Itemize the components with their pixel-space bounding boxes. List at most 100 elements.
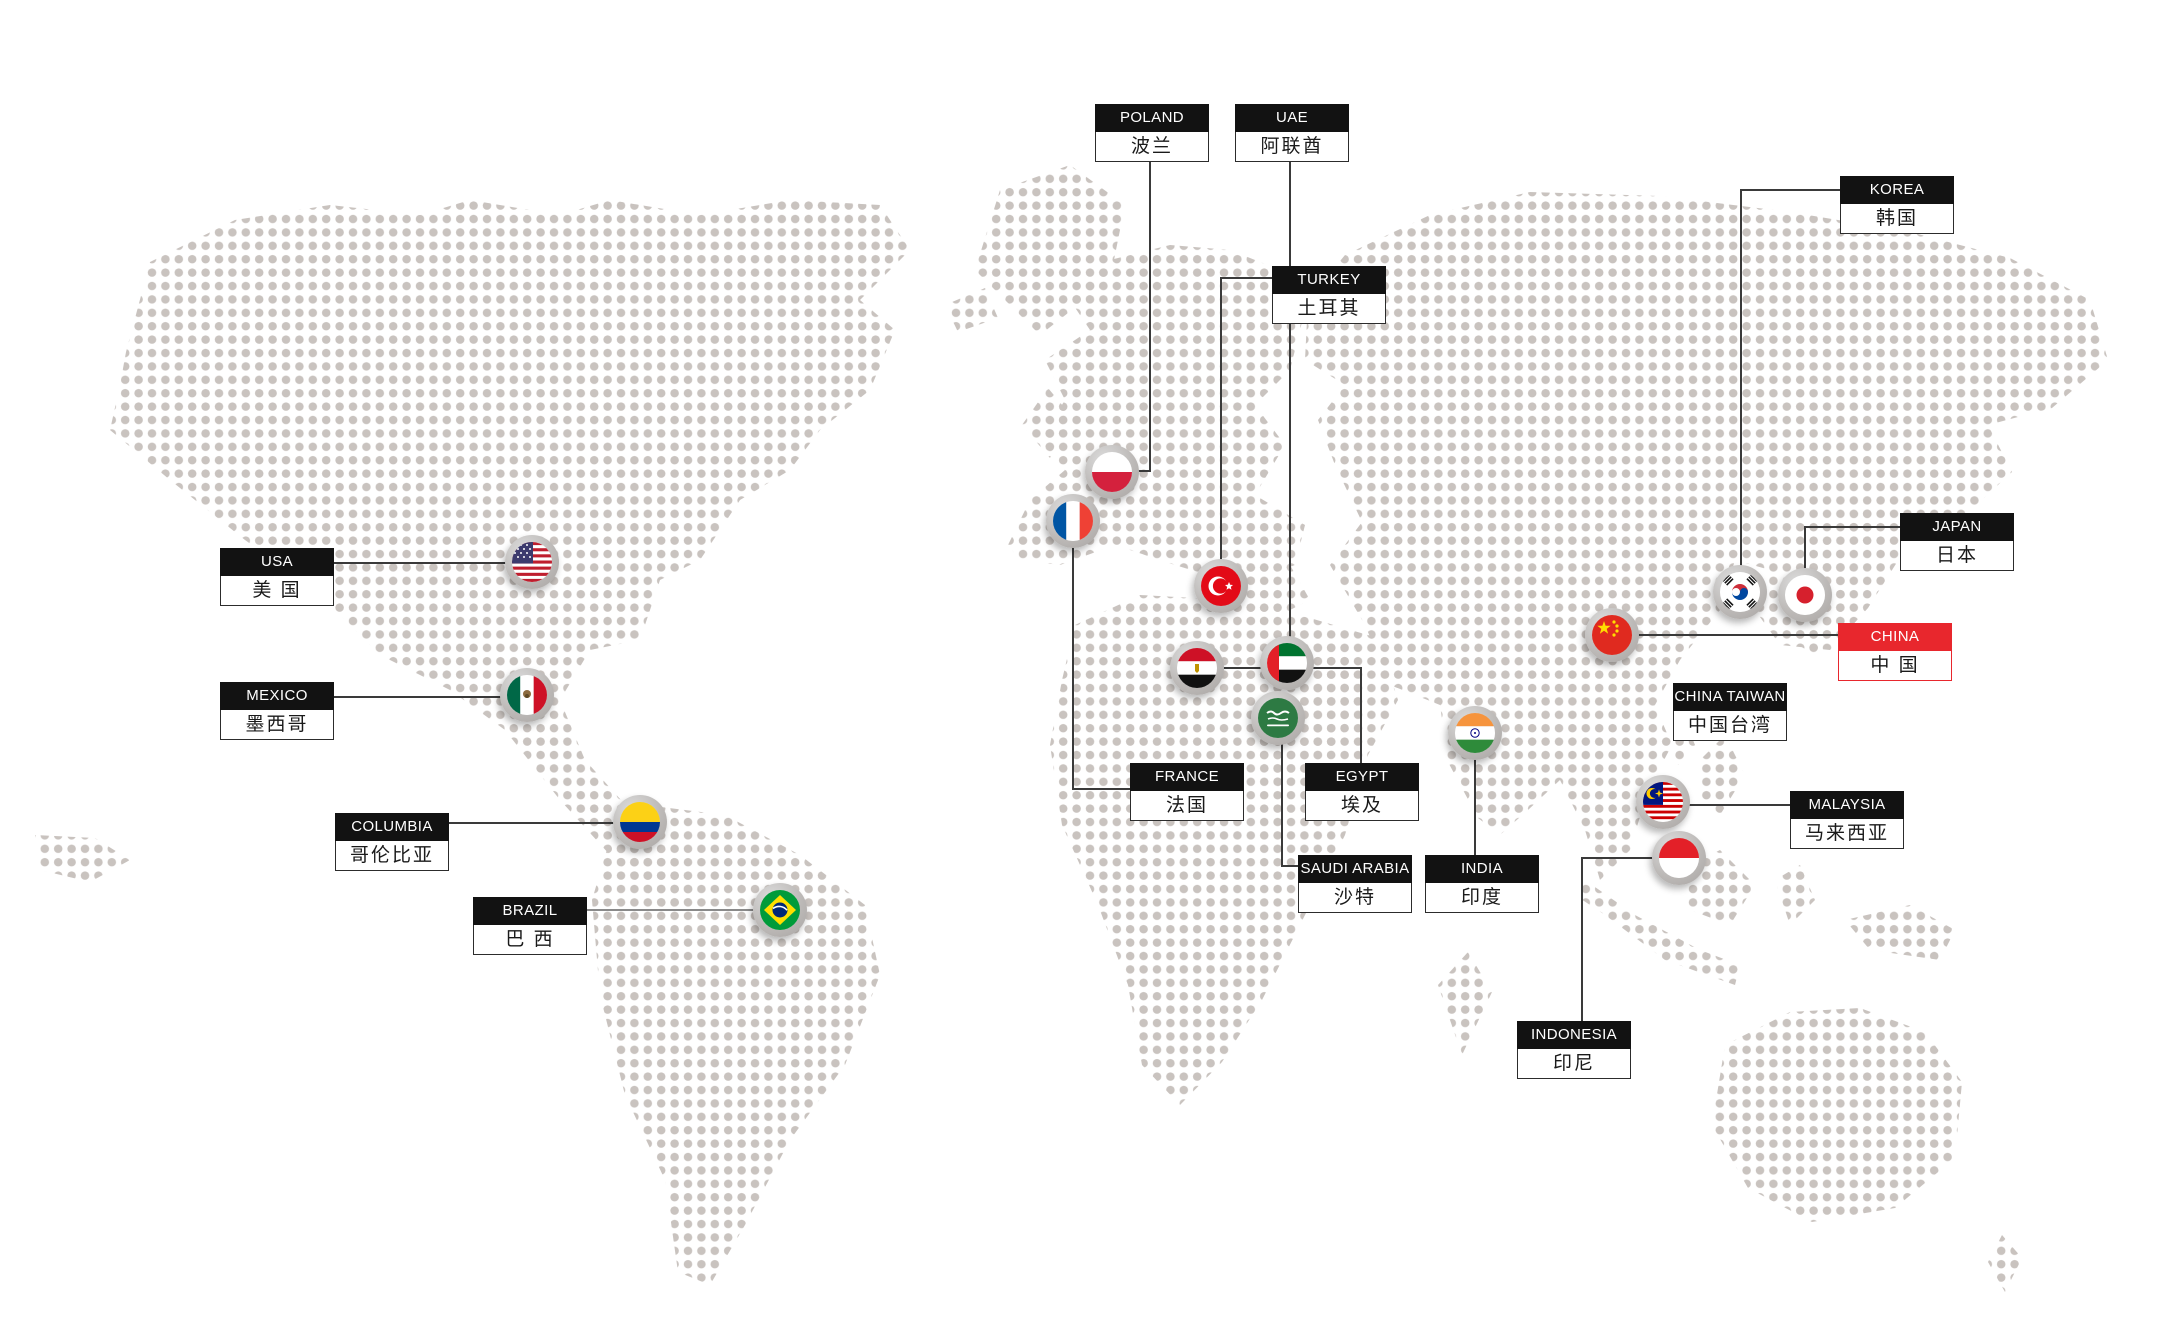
country-name-zh: 波兰	[1095, 132, 1209, 162]
connector-line-egypt	[1197, 667, 1362, 763]
connector-line-france	[1072, 545, 1130, 790]
korea-flag-icon	[1720, 572, 1760, 612]
connector-lines-layer	[334, 160, 1900, 1021]
country-name-en: KOREA	[1840, 176, 1954, 204]
continent-iceland	[945, 288, 998, 332]
continent-australia	[1712, 1008, 1962, 1222]
flag-pin-usa[interactable]	[505, 535, 559, 589]
country-name-zh: 墨西哥	[220, 710, 334, 740]
flag-pin-mexico[interactable]	[500, 668, 554, 722]
country-label-columbia[interactable]: COLUMBIA 哥伦比亚	[335, 813, 449, 871]
india-flag-icon	[1455, 713, 1495, 753]
columbia-flag-icon	[620, 802, 660, 842]
country-name-en: TURKEY	[1272, 266, 1386, 294]
country-label-brazil[interactable]: BRAZIL 巴 西	[473, 897, 587, 955]
country-name-zh: 阿联酋	[1235, 132, 1349, 162]
connector-line-indonesia	[1581, 857, 1679, 1021]
continent-philippines	[1700, 735, 1745, 815]
uae-flag-icon	[1267, 643, 1307, 683]
country-name-zh: 日本	[1900, 541, 2014, 571]
connector-line-turkey	[1220, 277, 1272, 586]
country-label-india[interactable]: INDIA 印度	[1425, 855, 1539, 913]
mexico-flag-icon	[507, 675, 547, 715]
france-flag-icon	[1053, 501, 1093, 541]
country-label-indonesia[interactable]: INDONESIA 印尼	[1517, 1021, 1631, 1079]
continent-south-america	[592, 805, 880, 1285]
continent-new-zealand	[1988, 1235, 2022, 1292]
country-name-zh: 美 国	[220, 576, 334, 606]
poland-flag-icon	[1092, 452, 1132, 492]
country-name-zh: 中国台湾	[1673, 711, 1787, 741]
country-name-zh: 土耳其	[1272, 294, 1386, 324]
country-name-en: MEXICO	[220, 682, 334, 710]
country-name-zh: 韩国	[1840, 204, 1954, 234]
country-label-china[interactable]: CHINA 中 国	[1838, 623, 1952, 681]
continent-hokkaido	[1845, 505, 1880, 545]
country-name-en: UAE	[1235, 104, 1349, 132]
flag-pin-china[interactable]	[1585, 608, 1639, 662]
country-label-china-taiwan[interactable]: CHINA TAIWAN 中国台湾	[1673, 683, 1787, 741]
country-name-zh: 沙特	[1298, 883, 1412, 913]
flag-pin-indonesia[interactable]	[1652, 831, 1706, 885]
flag-pin-saudi-arabia[interactable]	[1251, 691, 1305, 745]
country-name-en: USA	[220, 548, 334, 576]
flag-pin-japan[interactable]	[1778, 568, 1832, 622]
japan-flag-icon	[1785, 575, 1825, 615]
country-name-en: COLUMBIA	[335, 813, 449, 841]
flag-pin-turkey[interactable]	[1194, 559, 1248, 613]
flag-pin-egypt[interactable]	[1170, 641, 1224, 695]
country-name-zh: 巴 西	[473, 925, 587, 955]
flag-pin-france[interactable]	[1046, 494, 1100, 548]
flag-pin-korea[interactable]	[1713, 565, 1767, 619]
country-name-en: FRANCE	[1130, 763, 1244, 791]
country-name-zh: 印尼	[1517, 1049, 1631, 1079]
country-label-mexico[interactable]: MEXICO 墨西哥	[220, 682, 334, 740]
country-label-malaysia[interactable]: MALAYSIA 马来西亚	[1790, 791, 1904, 849]
country-label-usa[interactable]: USA 美 国	[220, 548, 334, 606]
country-label-france[interactable]: FRANCE 法国	[1130, 763, 1244, 821]
continent-sulawesi	[1775, 865, 1815, 925]
country-label-egypt[interactable]: EGYPT 埃及	[1305, 763, 1419, 821]
country-name-en: POLAND	[1095, 104, 1209, 132]
country-label-saudi-arabia[interactable]: SAUDI ARABIA 沙特	[1298, 855, 1412, 913]
flag-pin-brazil[interactable]	[753, 883, 807, 937]
connector-line-saudi-arabia	[1281, 740, 1298, 867]
flag-pin-malaysia[interactable]	[1636, 775, 1690, 829]
china-flag-icon	[1592, 615, 1632, 655]
country-name-en: SAUDI ARABIA	[1298, 855, 1412, 883]
country-label-poland[interactable]: POLAND 波兰	[1095, 104, 1209, 162]
country-label-uae[interactable]: UAE 阿联酋	[1235, 104, 1349, 162]
flag-pin-india[interactable]	[1448, 706, 1502, 760]
continent-sumatra-java	[1575, 880, 1740, 985]
country-name-zh: 埃及	[1305, 791, 1419, 821]
saudi-arabia-flag-icon	[1258, 698, 1298, 738]
country-name-en: INDIA	[1425, 855, 1539, 883]
country-name-en: CHINA	[1838, 623, 1952, 651]
turkey-flag-icon	[1201, 566, 1241, 606]
connector-line-korea	[1740, 189, 1840, 592]
country-label-japan[interactable]: JAPAN 日本	[1900, 513, 2014, 571]
continent-galapagos	[35, 835, 130, 882]
brazil-flag-icon	[760, 890, 800, 930]
country-name-zh: 印度	[1425, 883, 1539, 913]
malaysia-flag-icon	[1643, 782, 1683, 822]
country-name-zh: 哥伦比亚	[335, 841, 449, 871]
country-name-zh: 法国	[1130, 791, 1244, 821]
country-name-zh: 中 国	[1838, 651, 1952, 681]
country-label-turkey[interactable]: TURKEY 土耳其	[1272, 266, 1386, 324]
indonesia-flag-icon	[1659, 838, 1699, 878]
egypt-flag-icon	[1177, 648, 1217, 688]
country-name-en: MALAYSIA	[1790, 791, 1904, 819]
country-name-zh: 马来西亚	[1790, 819, 1904, 849]
continent-new-guinea	[1845, 905, 1955, 960]
country-label-korea[interactable]: KOREA 韩国	[1840, 176, 1954, 234]
country-name-en: BRAZIL	[473, 897, 587, 925]
flag-pin-columbia[interactable]	[613, 795, 667, 849]
usa-flag-icon	[512, 542, 552, 582]
flag-pin-uae[interactable]	[1260, 636, 1314, 690]
continent-madagascar	[1438, 952, 1492, 1055]
flag-pin-poland[interactable]	[1085, 445, 1139, 499]
continent-asia	[1305, 192, 2108, 880]
